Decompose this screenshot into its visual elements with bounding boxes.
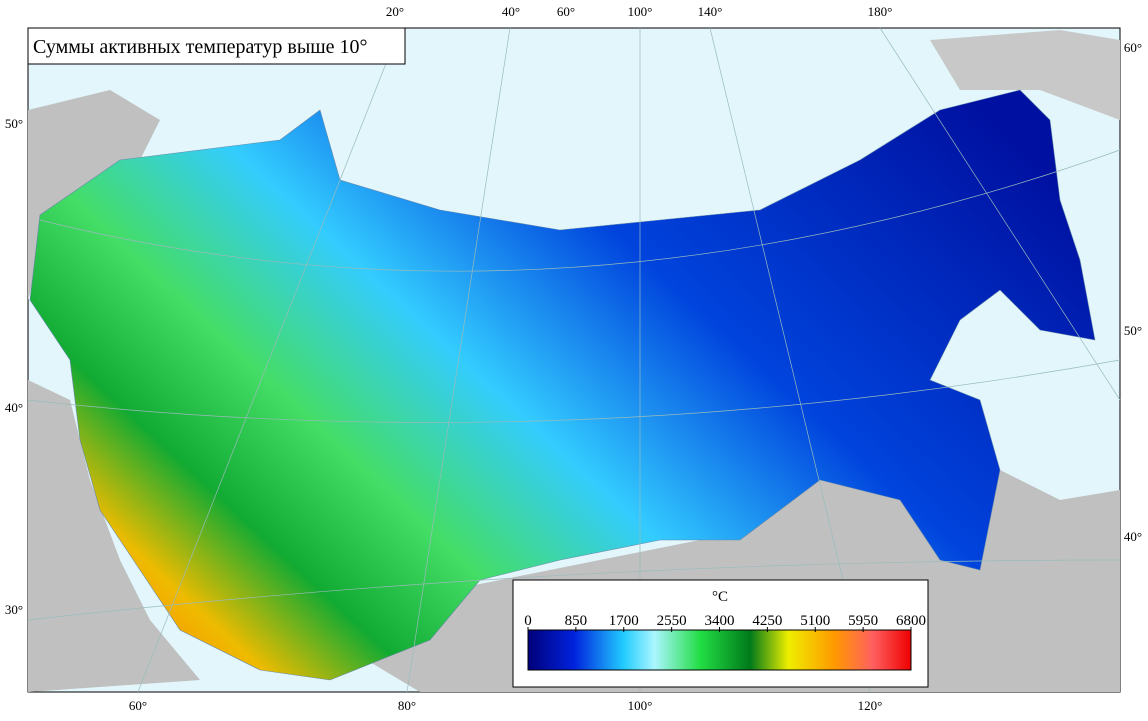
graticule-label: 60° — [557, 4, 575, 19]
map — [27, 27, 1121, 693]
legend-unit: °C — [712, 589, 728, 605]
meridian — [879, 27, 1121, 401]
graticule-label: 50° — [1124, 323, 1142, 338]
title-box: Суммы активных температур выше 10° — [27, 27, 406, 65]
legend-tick-label: 5100 — [800, 613, 830, 629]
graticule-label: 100° — [628, 698, 653, 713]
land-northeast — [930, 30, 1120, 120]
map-title: Суммы активных температур выше 10° — [33, 36, 368, 58]
legend-tick-label: 0 — [524, 613, 532, 629]
parallel — [39, 149, 1121, 272]
graticule-label: 60° — [129, 698, 147, 713]
parallel — [27, 359, 1121, 423]
legend-tick-label: 6800 — [896, 613, 926, 629]
graticule-label: 50° — [5, 116, 23, 131]
legend-tick-label: 2550 — [657, 613, 687, 629]
title-frame — [27, 27, 406, 65]
legend-tick-label: 4250 — [752, 613, 782, 629]
graticule-label: 60° — [1124, 40, 1142, 55]
legend: °C — [512, 579, 929, 688]
legend-tick-label: 5950 — [848, 613, 878, 629]
graticule-label: 40° — [5, 400, 23, 415]
graticule-label: 140° — [698, 4, 723, 19]
parallel — [27, 559, 1121, 621]
temperature-field — [29, 89, 1096, 681]
graticule-label: 20° — [386, 4, 404, 19]
legend-tick-label: 3400 — [705, 613, 735, 629]
graticule-label: 100° — [628, 4, 653, 19]
land-southwest — [28, 380, 200, 692]
graticule-label: 120° — [858, 698, 883, 713]
graticule-label: 40° — [502, 4, 520, 19]
legend-tick-label: 850 — [565, 613, 588, 629]
graticule-label: 180° — [868, 4, 893, 19]
graticule-label: 30° — [5, 602, 23, 617]
graticule-label: 80° — [398, 698, 416, 713]
legend-tick-label: 1700 — [609, 613, 639, 629]
color-bar — [527, 629, 912, 671]
graticule-label: 40° — [1124, 529, 1142, 544]
meridian — [137, 27, 401, 693]
meridian — [406, 27, 511, 693]
